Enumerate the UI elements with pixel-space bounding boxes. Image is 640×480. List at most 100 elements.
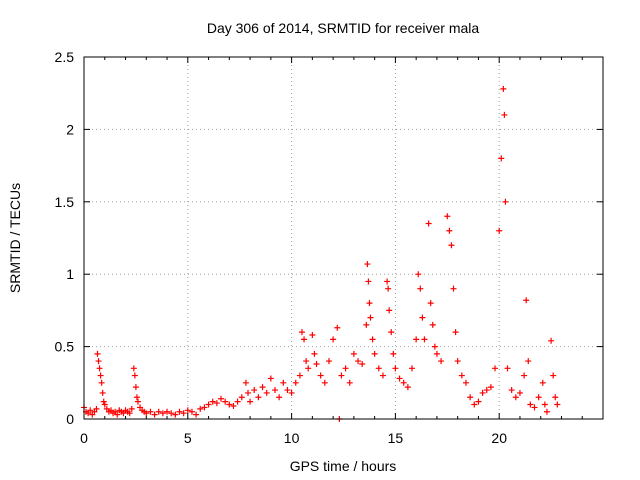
data-point [93, 405, 100, 412]
data-point [415, 271, 422, 278]
data-point [296, 372, 303, 379]
data-point [554, 401, 561, 408]
data-point [288, 389, 295, 396]
data-point [502, 198, 509, 205]
data-point [359, 360, 366, 367]
data-point [369, 336, 376, 343]
data-point [508, 387, 515, 394]
data-point [409, 365, 416, 372]
data-point [234, 398, 241, 405]
data-point [350, 350, 357, 357]
data-point [379, 372, 386, 379]
data-point [496, 227, 503, 234]
y-tick-label: 2 [66, 121, 74, 137]
data-point [492, 365, 499, 372]
y-tick-label: 0.5 [55, 339, 75, 355]
data-point [396, 375, 403, 382]
data-point [444, 213, 451, 220]
data-point [251, 387, 258, 394]
data-point [128, 405, 135, 412]
grid [84, 57, 603, 419]
data-point [552, 394, 559, 401]
data-point [230, 402, 237, 409]
data-point [467, 394, 474, 401]
data-point [388, 329, 395, 336]
data-point [548, 337, 555, 344]
data-point [355, 358, 362, 365]
data-point [448, 242, 455, 249]
data-point [280, 379, 287, 386]
data-point [238, 394, 245, 401]
data-point [130, 365, 137, 372]
data-point [87, 407, 94, 414]
data-point [94, 350, 101, 357]
data-point [386, 307, 393, 314]
data-point [421, 336, 428, 343]
data-point [133, 394, 140, 401]
data-point [452, 329, 459, 336]
y-axis-label: SRMTID / TECUs [7, 183, 23, 293]
data-point [458, 372, 465, 379]
data-point [375, 365, 382, 372]
data-point [346, 379, 353, 386]
data-point [431, 343, 438, 350]
data-point [242, 379, 249, 386]
data-point [523, 297, 530, 304]
data-point [114, 411, 121, 418]
data-point [197, 405, 204, 412]
chart-title: Day 306 of 2014, SRMTID for receiver mal… [207, 20, 480, 36]
data-point [498, 155, 505, 162]
data-point [276, 394, 283, 401]
data-point [101, 401, 108, 408]
data-point [550, 372, 557, 379]
data-point [342, 365, 349, 372]
data-point [512, 394, 519, 401]
data-point [516, 389, 523, 396]
data-point [541, 401, 548, 408]
x-tick-label: 15 [388, 430, 404, 446]
data-point [131, 372, 138, 379]
y-tick-label: 1.5 [55, 194, 75, 210]
data-point [385, 285, 392, 292]
data-point [366, 300, 373, 307]
data-point [271, 387, 278, 394]
data-point [259, 384, 266, 391]
data-point [159, 410, 166, 417]
data-point [419, 314, 426, 321]
data-point [147, 408, 154, 415]
data-point [218, 395, 225, 402]
data-point [338, 372, 345, 379]
data-point [462, 379, 469, 386]
data-point [471, 401, 478, 408]
y-tick-label: 0 [66, 411, 74, 427]
data-point [313, 360, 320, 367]
data-point [168, 410, 175, 417]
x-axis-label: GPS time / hours [290, 458, 397, 474]
data-point [390, 350, 397, 357]
data-point [543, 408, 550, 415]
axis-ticks [83, 56, 603, 420]
x-tick-label: 10 [284, 430, 300, 446]
data-point [392, 365, 399, 372]
tick-labels: 0 5 10 15 20 0 0.5 1 1.5 2 2.5 [55, 49, 508, 446]
data-point [201, 404, 208, 411]
data-point [95, 358, 102, 365]
data-point [450, 285, 457, 292]
x-tick-label: 0 [80, 430, 88, 446]
data-point [413, 336, 420, 343]
data-point [134, 398, 141, 405]
data-point [245, 389, 252, 396]
data-point [330, 336, 337, 343]
data-point [99, 389, 106, 396]
data-point [267, 375, 274, 382]
data-point [365, 278, 372, 285]
data-point [367, 314, 374, 321]
data-point [325, 358, 332, 365]
data-point [521, 372, 528, 379]
y-tick-label: 1 [66, 266, 74, 282]
y-tick-label: 2.5 [55, 49, 75, 65]
data-point [188, 408, 195, 415]
data-point [226, 401, 233, 408]
data-point [487, 384, 494, 391]
